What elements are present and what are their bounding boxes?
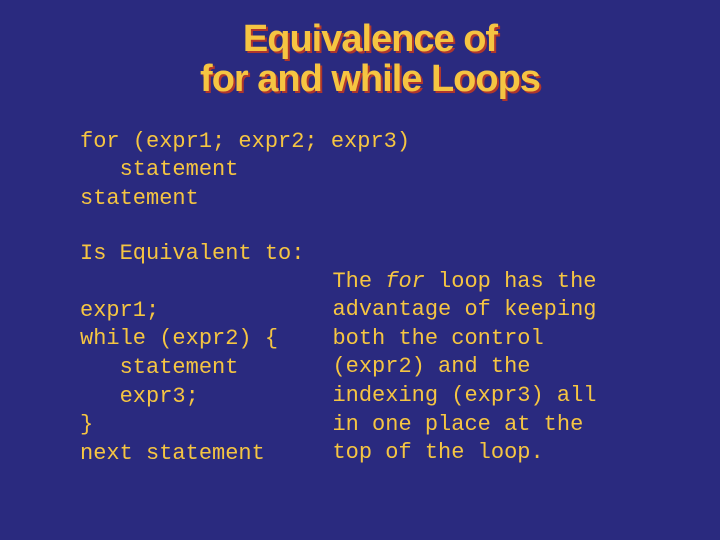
right-line-2: advantage of keeping <box>332 296 660 325</box>
right-line-6: in one place at the <box>332 411 660 440</box>
right-line-7: top of the loop. <box>332 439 660 468</box>
title-line-1-wrap: Equivalence of Equivalence of <box>243 20 497 60</box>
left-line-3: expr1; <box>80 298 159 323</box>
right-line-3: both the control <box>332 325 660 354</box>
two-column-layout: Is Equivalent to: expr1; while (expr2) {… <box>80 240 660 469</box>
left-line-1: Is Equivalent to: <box>80 241 304 266</box>
title-line-2-wrap: for and while Loops for and while Loops <box>200 60 540 100</box>
left-line-8: next statement <box>80 441 265 466</box>
left-line-5: statement <box>80 355 238 380</box>
title-line-1: Equivalence of <box>243 20 497 60</box>
right-line-5: indexing (expr3) all <box>332 382 660 411</box>
for-loop-code: for (expr1; expr2; expr3) statement stat… <box>80 128 660 214</box>
left-line-6: expr3; <box>80 384 199 409</box>
explanation-text: The for loop has the advantage of keepin… <box>332 240 660 469</box>
right-1b-italic: for <box>385 269 425 294</box>
right-line-4: (expr2) and the <box>332 353 660 382</box>
for-line-3: statement <box>80 186 199 211</box>
for-line-2: statement <box>80 157 238 182</box>
slide-title: Equivalence of Equivalence of for and wh… <box>80 20 660 100</box>
right-1a: The <box>332 269 385 294</box>
slide: Equivalence of Equivalence of for and wh… <box>0 0 720 540</box>
for-line-1: for (expr1; expr2; expr3) <box>80 129 410 154</box>
left-line-7: } <box>80 412 93 437</box>
left-line-4: while (expr2) { <box>80 326 278 351</box>
right-1c: loop has the <box>425 269 597 294</box>
title-line-2: for and while Loops <box>200 60 540 100</box>
while-equivalent-code: Is Equivalent to: expr1; while (expr2) {… <box>80 240 304 469</box>
right-line-1: The for loop has the <box>332 268 660 297</box>
